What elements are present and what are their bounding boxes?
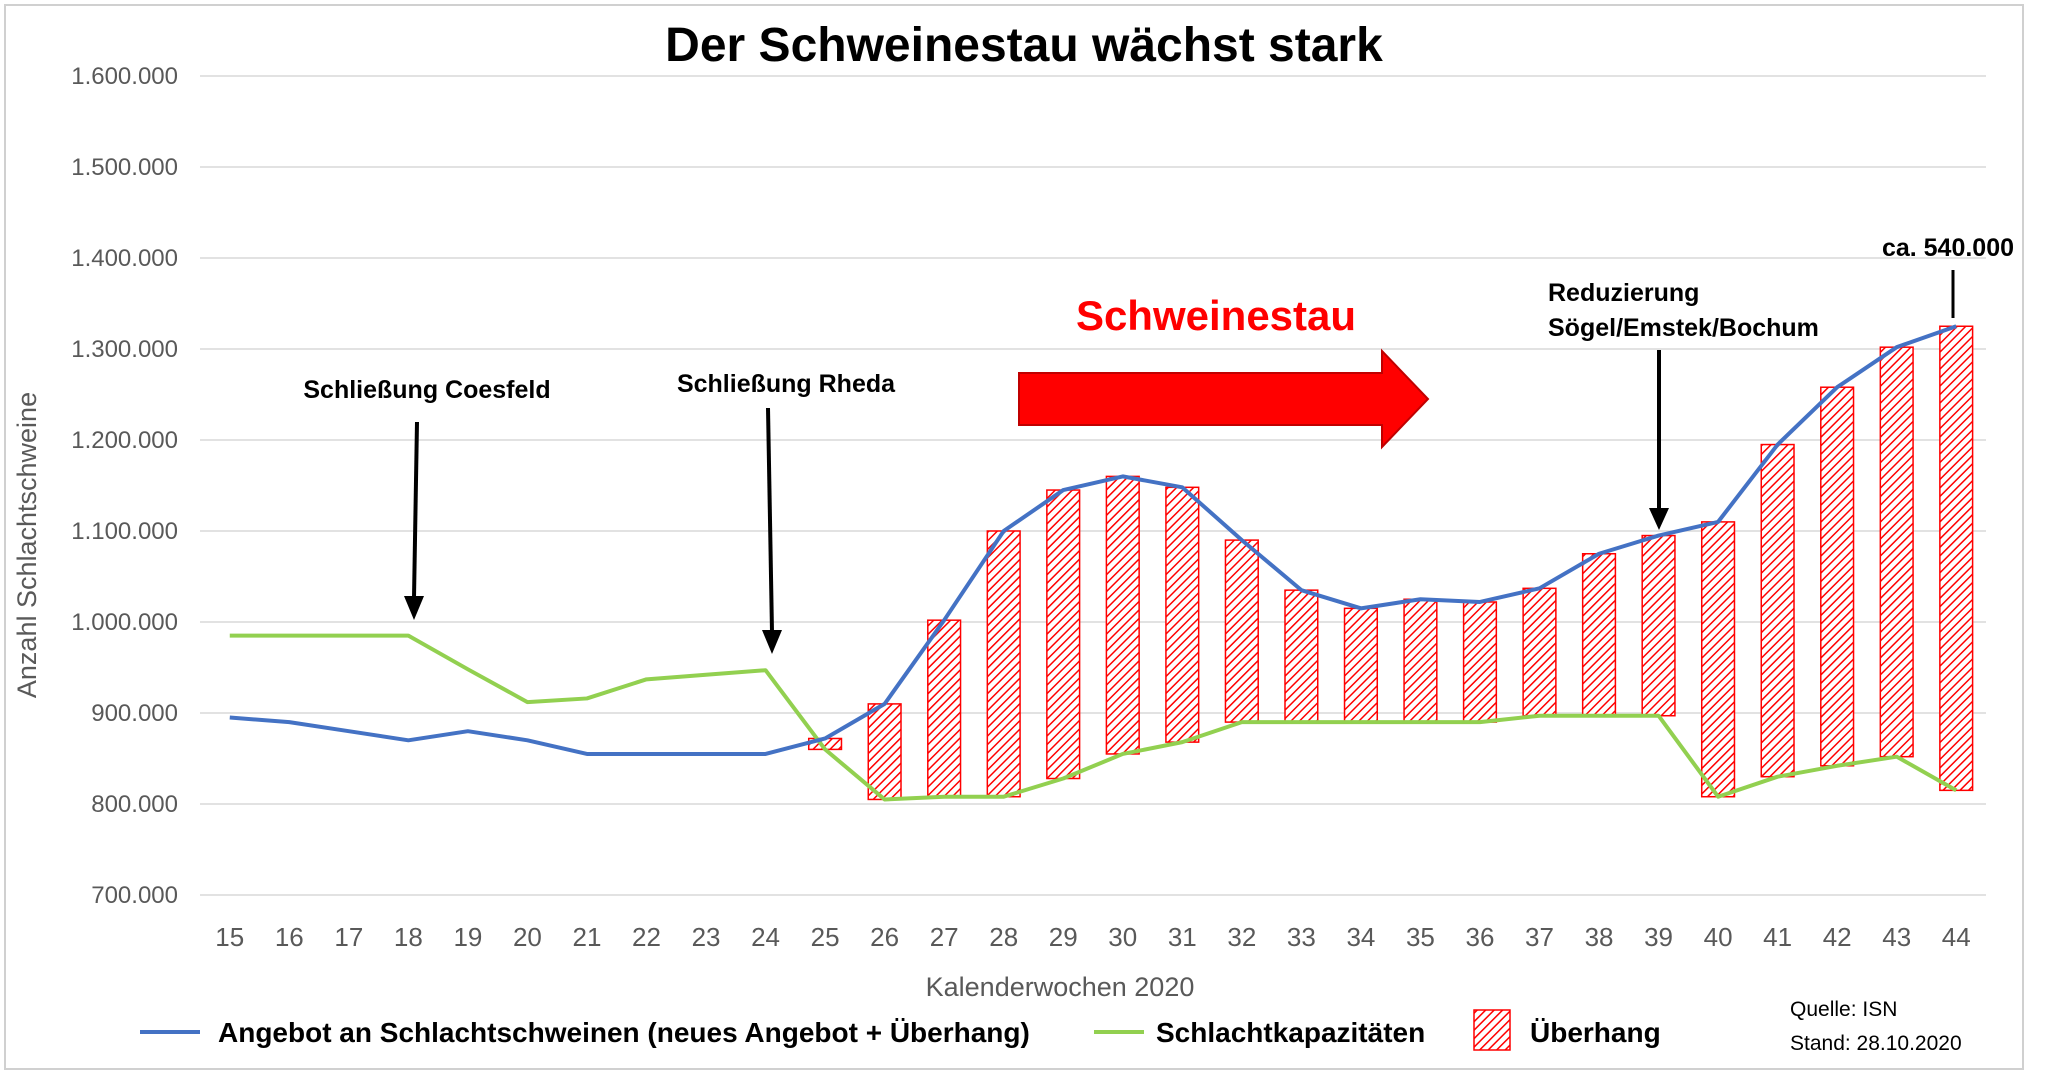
y-tick-label: 800.000 — [91, 791, 178, 818]
x-tick-label: 31 — [1168, 922, 1197, 952]
annotation-coesfeld-text: Schließung Coesfeld — [303, 376, 550, 404]
annotation-schweinestau-text: Schweinestau — [1076, 292, 1356, 339]
overhang-bar — [1046, 489, 1081, 780]
annotation-ca540000: ca. 540.000 — [1882, 234, 2014, 318]
overhang-bar — [1939, 325, 1974, 792]
x-tick-label: 26 — [870, 922, 899, 952]
gridlines — [200, 75, 1986, 896]
y-tick-label: 1.600.000 — [71, 63, 178, 90]
overhang-bar — [867, 703, 902, 801]
annotation-schweinestau: Schweinestau — [1018, 292, 1430, 450]
y-tick-label: 1.300.000 — [71, 336, 178, 363]
x-tick-label: 20 — [513, 922, 542, 952]
legend: Angebot an Schlachtschweinen (neues Ange… — [140, 1009, 1661, 1051]
overhang-bar — [1462, 601, 1498, 723]
x-tick-label: 39 — [1644, 922, 1673, 952]
y-tick-label: 1.200.000 — [71, 427, 178, 454]
x-tick-label: 16 — [275, 922, 304, 952]
x-tick-label: 17 — [334, 922, 363, 952]
overhang-bar — [1343, 607, 1379, 723]
arrow-line — [412, 421, 419, 599]
overhang-bar — [1760, 443, 1795, 778]
x-tick-label: 32 — [1227, 922, 1256, 952]
overhang-bar — [1581, 553, 1617, 717]
overhang-bar — [1820, 386, 1855, 767]
source-line2: Stand: 28.10.2020 — [1790, 1032, 1962, 1055]
overhang-bar — [986, 530, 1021, 798]
overhang-bar — [1165, 486, 1200, 743]
chart-frame — [4, 4, 2024, 1070]
overhang-bar — [1700, 521, 1736, 798]
legend-swatch-overhang — [1473, 1009, 1511, 1051]
series-line-capacity — [229, 633, 1958, 802]
x-tick-label: 35 — [1406, 922, 1435, 952]
overhang-bar — [1879, 346, 1914, 758]
y-tick-label: 1.000.000 — [71, 609, 178, 636]
x-axis-ticks: 15 16 17 18 19 20 21 22 23 24 25 26 27 28 29 30 31 32 33 34… — [215, 922, 1970, 952]
x-tick-label: 41 — [1763, 922, 1792, 952]
x-tick-label: 44 — [1942, 922, 1971, 952]
arrow-head-icon — [404, 596, 424, 620]
y-tick-label: 1.400.000 — [71, 245, 178, 272]
x-tick-label: 43 — [1882, 922, 1911, 952]
x-tick-label: 30 — [1108, 922, 1137, 952]
x-tick-label: 42 — [1823, 922, 1852, 952]
overhang-bar — [1403, 598, 1438, 723]
annotation-rheda-text: Schließung Rheda — [677, 370, 896, 398]
y-tick-label: 1.500.000 — [71, 154, 178, 181]
y-tick-label: 1.100.000 — [71, 518, 178, 545]
y-tick-label: 700.000 — [91, 882, 178, 909]
x-tick-label: 40 — [1704, 922, 1733, 952]
x-tick-label: 38 — [1585, 922, 1614, 952]
overhang-bar — [1224, 539, 1259, 723]
overhang-bars — [807, 325, 1974, 801]
x-tick-label: 24 — [751, 922, 780, 952]
arrow-line — [766, 407, 774, 633]
legend-label-overhang: Überhang — [1530, 1017, 1661, 1048]
x-tick-label: 29 — [1049, 922, 1078, 952]
x-tick-label: 19 — [453, 922, 482, 952]
x-tick-label: 15 — [215, 922, 244, 952]
source-line1: Quelle: ISN — [1790, 998, 1897, 1021]
overhang-bar — [1641, 534, 1676, 717]
series-lines — [229, 324, 1958, 802]
annotation-ca540000-text: ca. 540.000 — [1882, 234, 2014, 262]
x-tick-label: 33 — [1287, 922, 1316, 952]
annotation-rheda: Schließung Rheda — [677, 370, 896, 654]
x-tick-label: 27 — [930, 922, 959, 952]
legend-label-supply: Angebot an Schlachtschweinen (neues Ange… — [218, 1017, 1030, 1048]
x-tick-label: 22 — [632, 922, 661, 952]
annotation-coesfeld: Schließung Coesfeld — [303, 376, 551, 620]
annotation-reduzierung: Reduzierung Sögel/Emstek/Bochum — [1548, 279, 1819, 530]
x-tick-label: 25 — [811, 922, 840, 952]
x-tick-label: 36 — [1466, 922, 1495, 952]
series-line-supply — [229, 324, 1957, 756]
overhang-bar — [1105, 475, 1140, 755]
x-tick-label: 18 — [394, 922, 423, 952]
annotation-reduzierung-line2: Sögel/Emstek/Bochum — [1548, 314, 1819, 342]
legend-label-capacity: Schlachtkapazitäten — [1156, 1017, 1425, 1048]
y-tick-label: 900.000 — [91, 700, 178, 727]
chart-title: Der Schweinestau wächst stark — [665, 19, 1383, 72]
x-axis-label: Kalenderwochen 2020 — [926, 972, 1195, 1002]
x-tick-label: 37 — [1525, 922, 1554, 952]
x-tick-label: 21 — [573, 922, 602, 952]
big-arrow-right-icon — [1018, 348, 1430, 450]
x-tick-label: 23 — [692, 922, 721, 952]
overhang-bar — [1522, 587, 1557, 717]
arrow-head-icon — [1649, 508, 1669, 530]
overhang-bar — [927, 619, 962, 798]
x-tick-label: 34 — [1346, 922, 1375, 952]
y-axis-ticks: 700.000 800.000 900.000 1.000.000 1.100.000 1… — [71, 63, 178, 909]
y-axis-label: Anzahl Schlachtschweine — [12, 392, 42, 698]
annotation-reduzierung-line1: Reduzierung — [1548, 279, 1699, 307]
arrow-head-icon — [762, 630, 782, 654]
overhang-bar — [1284, 589, 1319, 723]
x-tick-label: 28 — [989, 922, 1018, 952]
